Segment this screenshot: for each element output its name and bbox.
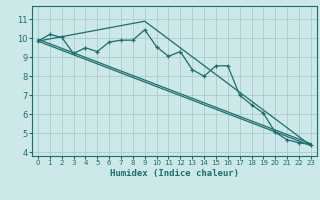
X-axis label: Humidex (Indice chaleur): Humidex (Indice chaleur) xyxy=(110,169,239,178)
